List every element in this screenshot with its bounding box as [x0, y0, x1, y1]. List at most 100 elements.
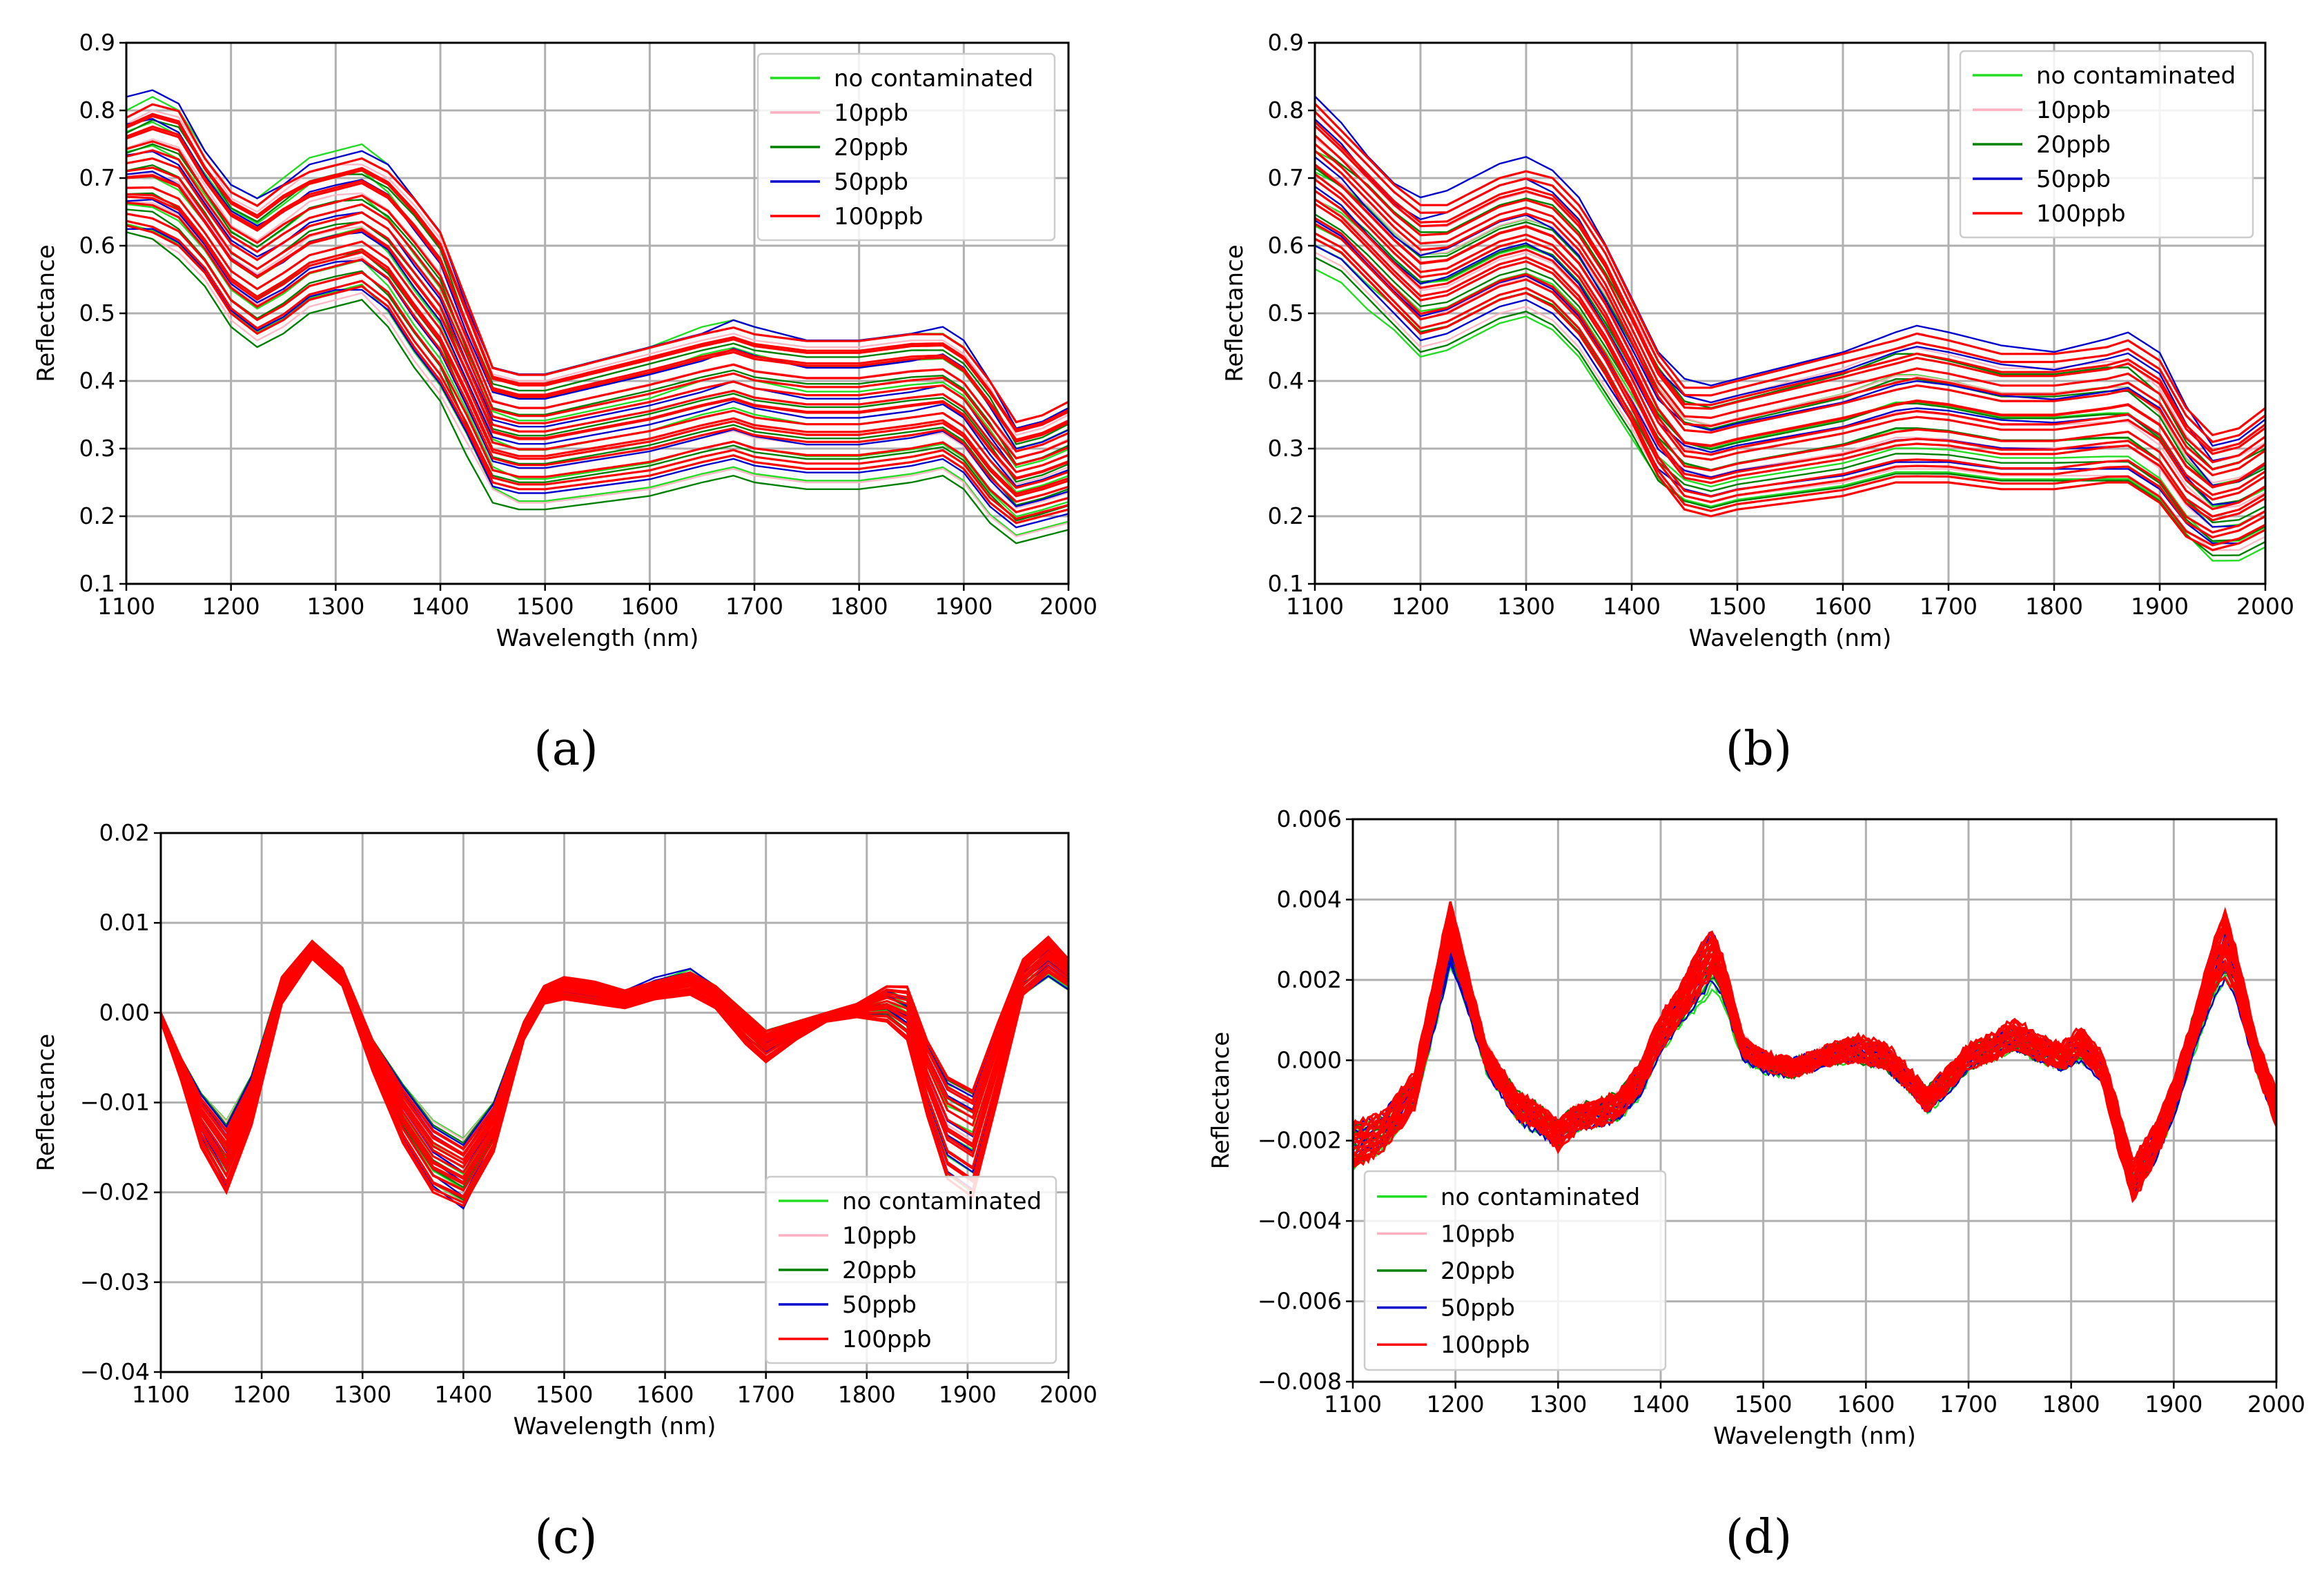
legend-box [1959, 50, 2254, 239]
spectrum-line [126, 128, 1068, 443]
spectrum-line [1315, 121, 2265, 452]
legend-label: 100ppb [1441, 1331, 1530, 1359]
spectrum-line [1315, 150, 2265, 477]
spectrum-line [1315, 143, 2265, 471]
spectrum-line [1353, 904, 2276, 1172]
spectrum-line [126, 193, 1068, 496]
legend-box [765, 1175, 1057, 1364]
spectrum-line [126, 170, 1068, 488]
x-tick-label: 1300 [333, 1381, 391, 1408]
spectrum-line [1353, 901, 2276, 1161]
series-100ppb [1353, 901, 2276, 1204]
legend-label: 50ppb [842, 1291, 917, 1319]
chart-panel-a: 1100 1200 1300 1400 1500 1600 1700 1800 1900 2000… [32, 29, 1097, 652]
spectrum-line [1315, 134, 2265, 464]
x-tick-label: 1200 [1427, 1391, 1485, 1418]
x-tick-label: 1800 [838, 1381, 896, 1408]
y-tick-label: 0.1 [1268, 570, 1304, 597]
y-tick-label: 0.1 [79, 570, 115, 597]
x-tick-label: 1500 [1708, 593, 1766, 620]
spectrum-line [1315, 198, 2265, 508]
spectrum-line [126, 202, 1068, 503]
x-tick-label: 1600 [621, 593, 678, 620]
legend-label: 10ppb [834, 99, 908, 127]
spectrum-line [1353, 910, 2276, 1166]
panel-label-c: (c) [534, 1510, 597, 1565]
x-tick-label: 1900 [935, 593, 993, 620]
spectrum-line [161, 950, 1068, 1175]
spectrum-line [1353, 915, 2276, 1168]
y-tick-label: 0.02 [99, 819, 150, 846]
x-tick-label: 1700 [725, 593, 783, 620]
legend-label: 20ppb [2036, 131, 2111, 159]
spectrum-line [126, 166, 1068, 473]
x-tick-label: 1900 [2145, 1391, 2203, 1418]
spectrum-line [126, 140, 1068, 453]
spectrum-line [1315, 223, 2265, 539]
legend-box [756, 52, 1056, 242]
spectrum-line [1315, 190, 2265, 511]
y-tick-label: 0.6 [1268, 232, 1304, 259]
spectra [161, 935, 1068, 1210]
legend-label: 20ppb [842, 1257, 917, 1284]
spectrum-line [1315, 256, 2265, 557]
series-100ppb [1315, 103, 2265, 551]
series-100ppb [161, 935, 1068, 1208]
spectrum-line [126, 112, 1068, 431]
spectrum-line [1315, 232, 2265, 547]
spectrum-line [161, 935, 1068, 1150]
x-axis-label: Wavelength (nm) [496, 625, 699, 652]
x-axis-label: Wavelength (nm) [1713, 1422, 1916, 1450]
legend-label: 50ppb [834, 168, 908, 196]
spectrum-line [126, 224, 1068, 525]
x-axis-label: Wavelength (nm) [514, 1413, 716, 1440]
spectrum-line [126, 103, 1068, 424]
x-tick-label: 1400 [1632, 1391, 1690, 1418]
y-axis-label: Reflectance [32, 1034, 60, 1171]
legend-label: 100ppb [842, 1326, 932, 1353]
spectrum-line [1315, 103, 2265, 437]
spectrum-line [1353, 915, 2276, 1174]
y-tick-label: 0.7 [79, 164, 115, 191]
x-tick-label: 1200 [202, 593, 260, 620]
x-tick-label: 1100 [132, 1381, 190, 1408]
x-tick-label: 1300 [306, 593, 364, 620]
y-tick-label: 0.7 [1268, 164, 1304, 191]
x-tick-label: 1600 [1837, 1391, 1895, 1418]
spectrum-line [126, 213, 1068, 513]
legend-label: no contaminated [834, 65, 1033, 92]
spectrum-line [1315, 202, 2265, 522]
spectrum-line [1353, 914, 2276, 1173]
legend-label: 50ppb [2036, 166, 2111, 193]
legend-label: no contaminated [842, 1188, 1042, 1215]
spectrum-line [126, 231, 1068, 538]
x-tick-label: 2000 [2236, 593, 2294, 620]
spectrum-line [126, 208, 1068, 522]
y-tick-label: −0.02 [80, 1179, 150, 1206]
spectrum-line [1315, 95, 2265, 447]
spectra [1353, 901, 2276, 1204]
panel-label-a: (a) [534, 722, 598, 776]
x-tick-label: 1100 [1286, 593, 1344, 620]
y-tick-label: 0.3 [79, 435, 115, 462]
legend-label: 100ppb [834, 203, 924, 231]
x-tick-label: 1400 [1603, 593, 1661, 620]
x-tick-label: 1800 [2025, 593, 2083, 620]
y-tick-label: −0.008 [1258, 1368, 1342, 1395]
y-tick-label: 0.004 [1277, 885, 1342, 912]
legend: no contaminated 10ppb 20ppb 50ppb 100ppb [765, 1175, 1057, 1364]
spectrum-line [1315, 137, 2265, 464]
spectrum-line [126, 223, 1068, 536]
y-tick-label: 0.8 [79, 97, 115, 124]
y-tick-label: −0.006 [1258, 1288, 1342, 1315]
spectrum-line [1353, 919, 2276, 1181]
spectrum-line [126, 149, 1068, 460]
y-tick-label: 0.9 [79, 29, 115, 56]
x-tick-label: 1600 [636, 1381, 694, 1408]
spectrum-line [126, 115, 1068, 433]
y-tick-label: 0.2 [1268, 502, 1304, 529]
spectrum-line [126, 174, 1068, 480]
x-tick-label: 1300 [1529, 1391, 1587, 1418]
spectrum-line [1315, 144, 2265, 470]
x-tick-label: 1700 [737, 1381, 795, 1408]
